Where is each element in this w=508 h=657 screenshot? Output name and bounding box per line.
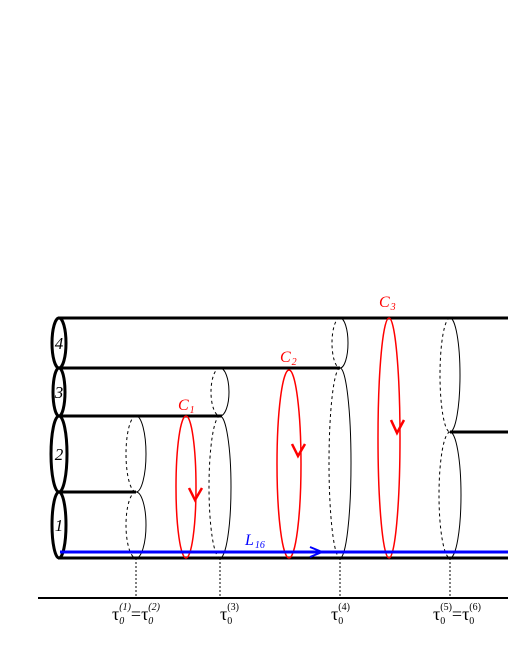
time-labels: τ0(1)=τ0(2) τ0(3) τ0(4) τ0(5)=τ0(6) xyxy=(112,602,481,627)
tube-lines xyxy=(38,316,508,599)
cycle-label-c3: C3 xyxy=(379,294,396,313)
cycle-label-c1: C1 xyxy=(178,397,195,416)
cycle-c3 xyxy=(377,317,401,559)
cross-sections xyxy=(125,317,462,559)
tube-label-4: 4 xyxy=(55,334,64,353)
tube-label-3: 3 xyxy=(54,383,64,402)
section-t3-upper xyxy=(219,367,230,417)
path-l16 xyxy=(60,546,508,558)
cycle-c3-arrow xyxy=(389,419,406,436)
section-t1-upper xyxy=(135,415,147,493)
cycle-c1-arrow xyxy=(187,487,204,503)
time-label-t1-t2: τ0(1)=τ0(2) xyxy=(112,602,161,627)
cycle-labels: C1 C2 C3 xyxy=(178,294,396,416)
time-label-t5-t6: τ0(5)=τ0(6) xyxy=(433,602,481,627)
path-l16-arrow xyxy=(309,546,325,558)
section-t5-lower xyxy=(449,431,462,559)
cycle-label-c2: C2 xyxy=(280,349,297,368)
tube-label-2: 2 xyxy=(55,445,64,464)
tube-labels: 4 3 2 1 xyxy=(54,334,64,535)
section-t4-lower xyxy=(339,367,352,559)
path-label-l16: L16 xyxy=(244,532,265,551)
time-label-t4: τ0(4) xyxy=(331,602,350,627)
time-drop-lines xyxy=(135,558,451,598)
section-t5-upper xyxy=(449,317,461,433)
cap-string-1 xyxy=(50,490,68,560)
tube-label-1: 1 xyxy=(55,516,64,535)
section-t1-lower xyxy=(135,491,147,559)
left-end-caps xyxy=(49,316,69,560)
cycle-c2-arrow xyxy=(290,443,307,459)
section-t3-lower xyxy=(219,415,232,559)
cycle-c2 xyxy=(276,369,302,559)
section-t4-upper xyxy=(339,317,349,369)
time-label-t3: τ0(3) xyxy=(220,602,239,627)
cycles xyxy=(175,317,406,559)
cycle-c1 xyxy=(175,415,197,559)
